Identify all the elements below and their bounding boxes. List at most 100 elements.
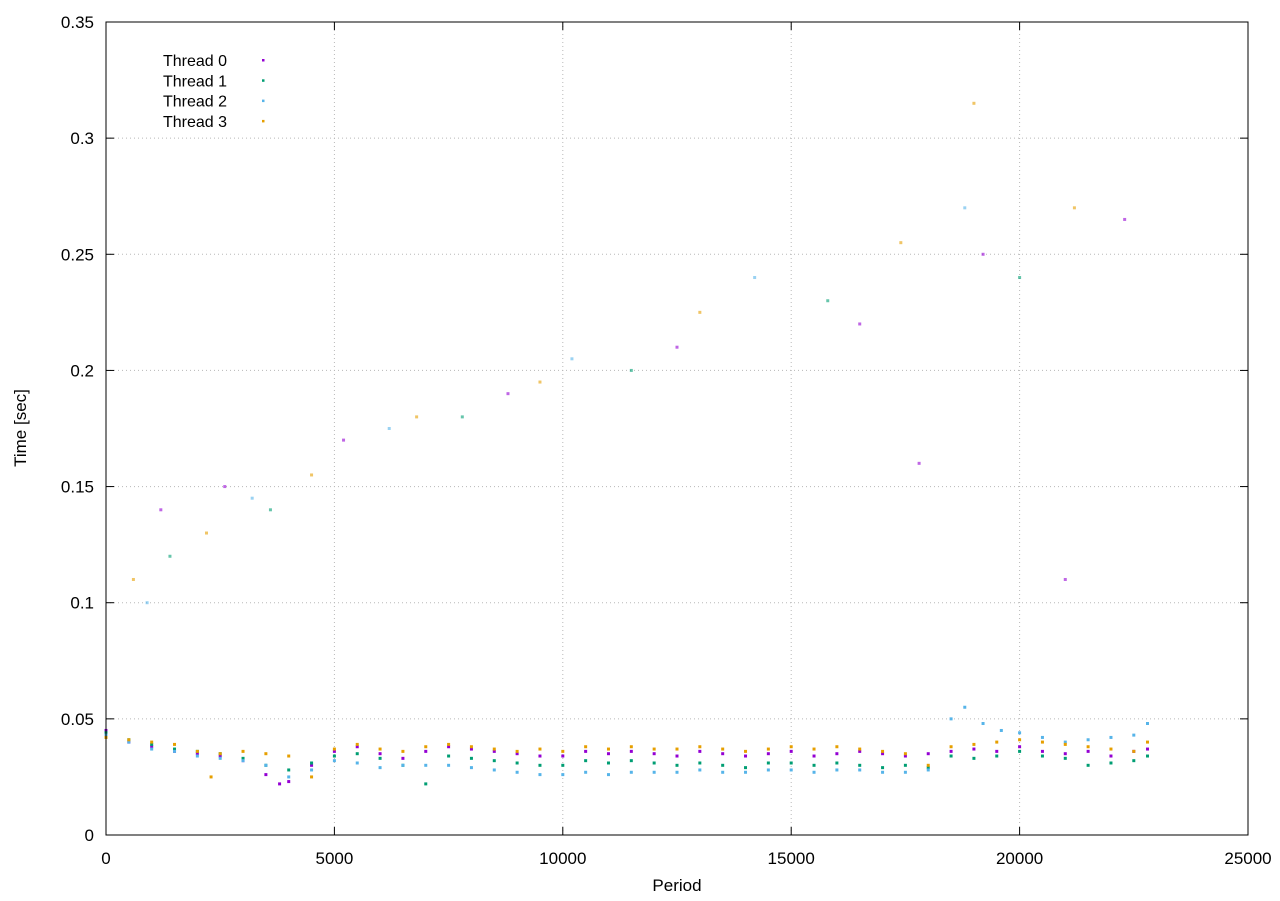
data-point <box>1063 752 1067 756</box>
data-point <box>515 770 519 774</box>
y-tick-label: 0.35 <box>61 13 94 32</box>
data-point <box>744 749 748 753</box>
data-point <box>469 745 473 749</box>
data-point <box>903 752 907 756</box>
data-point <box>127 738 131 742</box>
data-point <box>766 752 770 756</box>
data-point <box>835 752 839 756</box>
data-point <box>342 438 346 442</box>
data-point <box>204 531 208 535</box>
data-point <box>1086 749 1090 753</box>
data-point <box>1018 745 1022 749</box>
data-point <box>1146 754 1150 758</box>
data-point <box>789 745 793 749</box>
data-point <box>766 768 770 772</box>
data-point <box>515 749 519 753</box>
data-point <box>1040 735 1044 739</box>
data-point <box>241 749 245 753</box>
data-point <box>447 763 451 767</box>
data-point <box>949 754 953 758</box>
legend-label: Thread 3 <box>163 114 227 131</box>
series-1 <box>104 276 1150 786</box>
data-point <box>606 761 610 765</box>
data-point <box>1132 749 1136 753</box>
data-point <box>1040 754 1044 758</box>
data-point <box>1086 738 1090 742</box>
data-point <box>401 763 405 767</box>
data-point <box>652 752 656 756</box>
data-point <box>492 768 496 772</box>
data-point <box>629 770 633 774</box>
data-point <box>981 252 985 256</box>
data-point <box>812 754 816 758</box>
data-point <box>584 749 588 753</box>
data-point <box>492 759 496 763</box>
series-0 <box>104 217 1150 786</box>
data-point <box>835 768 839 772</box>
data-point <box>310 761 314 765</box>
data-point <box>858 763 862 767</box>
x-tick-label: 25000 <box>1224 849 1271 868</box>
data-point <box>789 768 793 772</box>
data-point <box>1040 740 1044 744</box>
data-point <box>492 747 496 751</box>
data-point <box>675 754 679 758</box>
data-point <box>538 380 542 384</box>
legend-label: Thread 0 <box>163 53 227 70</box>
data-point <box>310 775 314 779</box>
data-point <box>378 766 382 770</box>
data-point <box>538 773 542 777</box>
data-point <box>264 773 268 777</box>
data-point <box>744 766 748 770</box>
data-point <box>972 747 976 751</box>
data-point <box>835 745 839 749</box>
data-point <box>753 276 757 280</box>
data-point <box>858 749 862 753</box>
data-point <box>1109 761 1113 765</box>
data-point <box>881 766 885 770</box>
data-point <box>1072 206 1076 210</box>
data-point <box>424 749 428 753</box>
data-point <box>469 747 473 751</box>
data-point <box>1018 738 1022 742</box>
data-point <box>150 742 154 746</box>
data-point <box>538 763 542 767</box>
data-point <box>424 782 428 786</box>
data-point <box>287 775 291 779</box>
data-point <box>744 770 748 774</box>
data-point <box>561 754 565 758</box>
data-point <box>1146 722 1150 726</box>
data-point <box>195 754 199 758</box>
data-point <box>789 749 793 753</box>
data-point <box>903 754 907 758</box>
data-point <box>355 761 359 765</box>
data-point <box>415 415 419 419</box>
data-point <box>972 101 976 105</box>
y-tick-label: 0.1 <box>70 594 94 613</box>
data-point <box>812 747 816 751</box>
x-tick-label: 0 <box>101 849 110 868</box>
data-point <box>401 756 405 760</box>
data-point <box>963 206 967 210</box>
data-point <box>401 749 405 753</box>
data-point <box>1040 749 1044 753</box>
data-point <box>972 756 976 760</box>
data-point <box>629 368 633 372</box>
data-point <box>173 742 177 746</box>
legend: Thread 0 Thread 1 Thread 2 Thread 3 <box>163 53 265 131</box>
data-point <box>789 761 793 765</box>
data-point <box>926 763 930 767</box>
data-point <box>223 485 227 489</box>
data-point <box>995 740 999 744</box>
data-point <box>127 740 131 744</box>
data-point <box>812 763 816 767</box>
data-point <box>561 773 565 777</box>
data-point <box>515 752 519 756</box>
data-point <box>1063 756 1067 760</box>
data-point <box>241 756 245 760</box>
data-point <box>424 745 428 749</box>
data-point <box>447 745 451 749</box>
data-point <box>675 747 679 751</box>
